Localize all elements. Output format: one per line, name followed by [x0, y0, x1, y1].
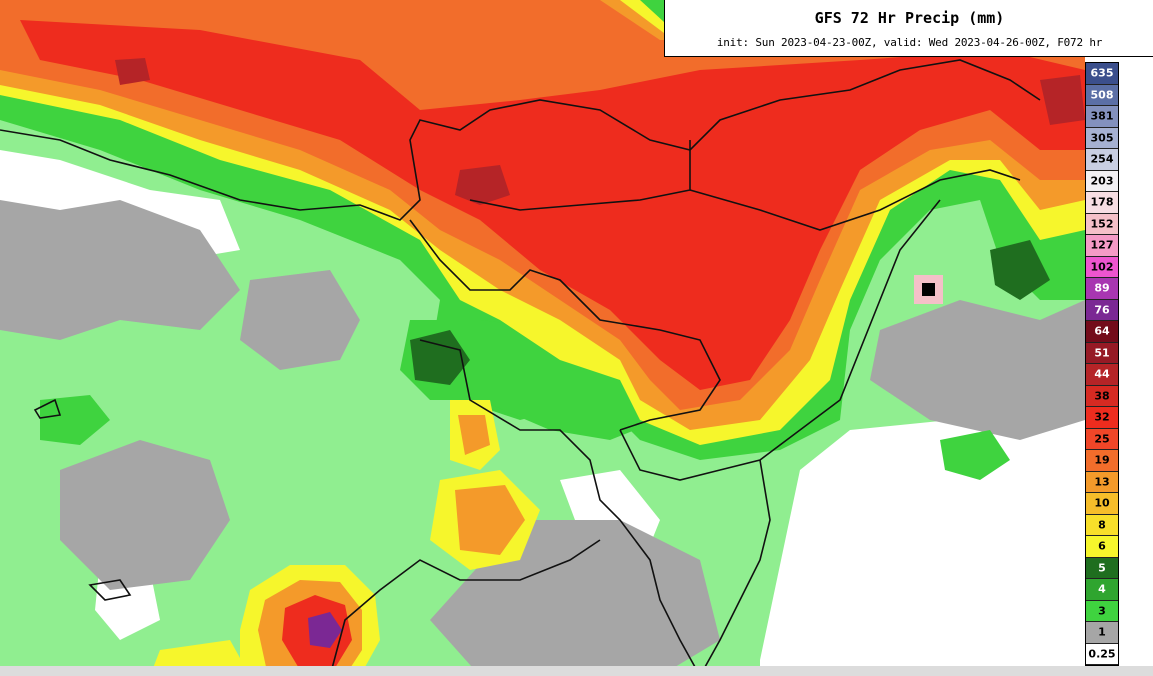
legend-label: 32 [1094, 410, 1110, 424]
legend-label: 4 [1098, 582, 1106, 596]
legend-label: 0.25 [1088, 647, 1116, 661]
legend-swatch: 13 [1086, 471, 1118, 493]
bottom-strip [0, 666, 1153, 676]
boundary-myanmar [619, 199, 941, 481]
legend-swatch: 89 [1086, 278, 1118, 300]
legend-swatch: 0.25 [1086, 643, 1118, 665]
legend-label: 178 [1090, 195, 1114, 209]
legend-swatch: 254 [1086, 149, 1118, 171]
legend-swatch: 76 [1086, 299, 1118, 321]
boundary-myanmar-south [699, 459, 771, 676]
legend-swatch: 3 [1086, 600, 1118, 622]
dark-red-spot-3 [115, 58, 150, 85]
legend-label: 44 [1094, 367, 1110, 381]
boundary-coast [329, 539, 601, 676]
legend-label: 5 [1098, 561, 1106, 575]
legend-swatch: 1 [1086, 622, 1118, 644]
legend-label: 102 [1090, 260, 1114, 274]
legend-label: 64 [1094, 324, 1110, 338]
red-core-north [20, 20, 1085, 390]
legend-label: 305 [1090, 131, 1114, 145]
legend-label: 508 [1090, 88, 1114, 102]
grey-trace-west [0, 200, 240, 340]
legend-swatch: 19 [1086, 450, 1118, 472]
map-title: GFS 72 Hr Precip (mm) [814, 9, 1005, 27]
legend-label: 3 [1098, 604, 1106, 618]
legend-label: 254 [1090, 152, 1114, 166]
green-patch-myanmar [940, 430, 1010, 480]
location-marker-dot [922, 283, 935, 296]
legend-label: 38 [1094, 389, 1110, 403]
legend-swatch: 102 [1086, 256, 1118, 278]
legend-swatch: 381 [1086, 106, 1118, 128]
legend-label: 8 [1098, 518, 1106, 532]
boundary-bangladesh [419, 339, 701, 676]
orange-patch-south-1 [455, 485, 525, 555]
storm-cell-purple [308, 612, 342, 648]
legend-label: 635 [1090, 66, 1114, 80]
legend-swatch: 4 [1086, 579, 1118, 601]
legend-swatch: 25 [1086, 428, 1118, 450]
legend-swatch: 51 [1086, 342, 1118, 364]
precip-fields [0, 0, 1085, 676]
dark-red-spot-2 [1040, 75, 1085, 125]
legend-swatch: 38 [1086, 385, 1118, 407]
legend-label: 127 [1090, 238, 1114, 252]
legend-swatch: 6 [1086, 536, 1118, 558]
legend-swatch: 10 [1086, 493, 1118, 515]
boundary-northeast [689, 169, 1021, 231]
legend-label: 203 [1090, 174, 1114, 188]
legend-swatch: 178 [1086, 192, 1118, 214]
legend-swatch: 508 [1086, 84, 1118, 106]
legend-label: 381 [1090, 109, 1114, 123]
legend-swatch: 127 [1086, 235, 1118, 257]
boundary-islands-1 [33, 398, 62, 419]
legend-swatch: 5 [1086, 557, 1118, 579]
orange-patch-south-2 [458, 415, 490, 455]
legend-swatch: 152 [1086, 213, 1118, 235]
grey-trace-east [870, 300, 1085, 440]
dark-green-patch-1 [410, 330, 470, 385]
boundary-west-india [409, 219, 721, 431]
legend-swatch: 44 [1086, 364, 1118, 386]
legend-swatch: 635 [1086, 63, 1118, 85]
legend-label: 152 [1090, 217, 1114, 231]
boundary-north [0, 59, 1041, 221]
boundary-himalaya [469, 140, 691, 211]
legend-swatch: 305 [1086, 127, 1118, 149]
precip-legend: 635 508 381 305 254 203 178 152 127 102 89 76 64 51 44… [1085, 62, 1119, 666]
legend-label: 25 [1094, 432, 1110, 446]
location-marker [914, 275, 943, 304]
grey-trace-southwest [60, 440, 230, 590]
legend-label: 1 [1098, 625, 1106, 639]
legend-swatch: 203 [1086, 170, 1118, 192]
title-box: GFS 72 Hr Precip (mm) init: Sun 2023-04-… [664, 0, 1153, 57]
legend-label: 89 [1094, 281, 1110, 295]
legend-swatch: 32 [1086, 407, 1118, 429]
dark-green-patch-2 [990, 240, 1050, 300]
legend-swatch: 8 [1086, 514, 1118, 536]
legend-swatch: 64 [1086, 321, 1118, 343]
legend-label: 10 [1094, 496, 1110, 510]
legend-label: 19 [1094, 453, 1110, 467]
legend-label: 51 [1094, 346, 1110, 360]
dark-red-spot-1 [455, 165, 510, 205]
grey-trace-central [240, 270, 360, 370]
country-boundaries [0, 59, 1041, 676]
map-subtitle: init: Sun 2023-04-23-00Z, valid: Wed 202… [716, 36, 1103, 49]
legend-label: 76 [1094, 303, 1110, 317]
legend-label: 13 [1094, 475, 1110, 489]
boundary-islands-2 [88, 579, 132, 601]
legend-label: 6 [1098, 539, 1106, 553]
